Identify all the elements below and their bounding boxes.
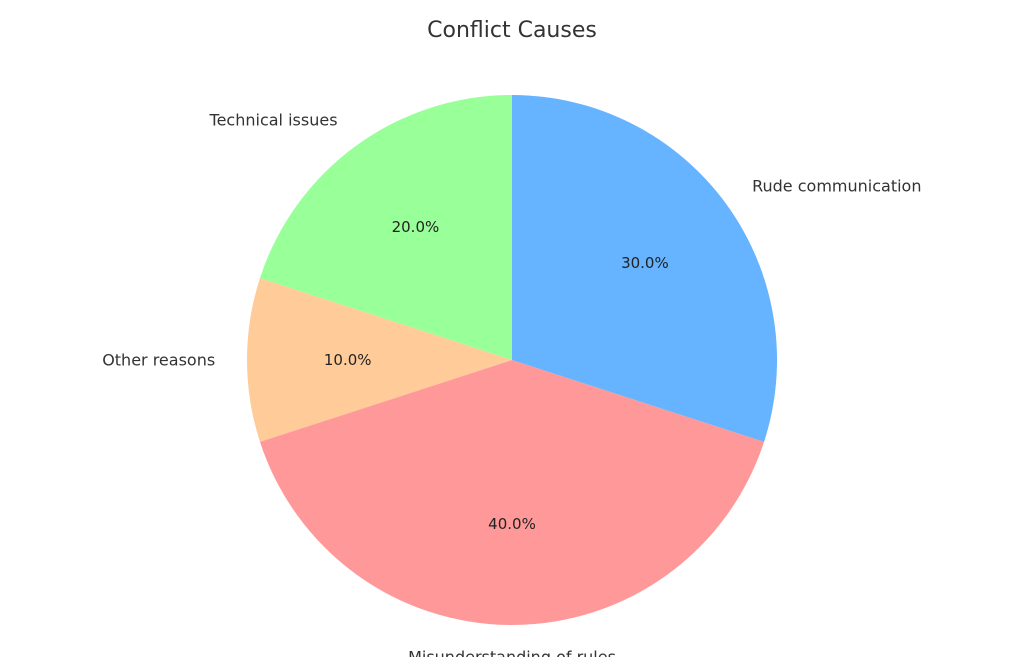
pie-slice-percent: 30.0% — [621, 254, 669, 272]
pie-slice-label: Technical issues — [210, 110, 338, 129]
pie-slice-label: Other reasons — [102, 351, 215, 370]
pie-slice-percent: 20.0% — [392, 218, 440, 236]
chart-container: Conflict Causes 20.0%Technical issues10.… — [0, 0, 1024, 657]
pie-slice-label: Misunderstanding of rules — [408, 647, 616, 657]
pie-slice-label: Rude communication — [752, 176, 921, 195]
pie-slice-percent: 40.0% — [488, 515, 536, 533]
pie-chart-svg — [0, 0, 1024, 657]
pie-slice-percent: 10.0% — [324, 351, 372, 369]
